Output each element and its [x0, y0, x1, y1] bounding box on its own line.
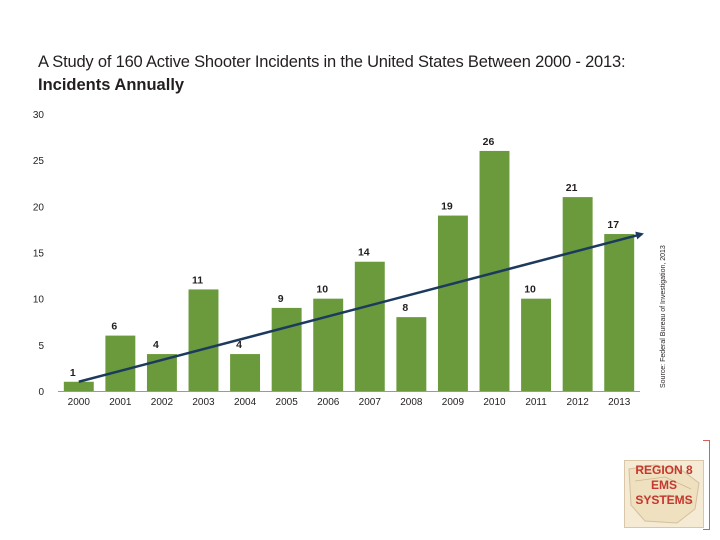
- data-label-2005: 9: [278, 293, 284, 305]
- bar-2001: [105, 335, 136, 391]
- y-tick-label: 20: [33, 202, 45, 213]
- logo-bracket: [703, 440, 710, 530]
- logo-line-2: EMS: [650, 478, 677, 492]
- data-label-2000: 1: [70, 367, 76, 379]
- trend-line: [78, 231, 644, 383]
- x-tick-label: 2002: [151, 397, 174, 408]
- x-tick-label: 2004: [234, 397, 257, 408]
- y-tick-label: 10: [33, 295, 45, 306]
- x-tick-label: 2012: [567, 397, 590, 408]
- chart-subtitle: Incidents Annually: [38, 76, 185, 94]
- data-label-2001: 6: [111, 321, 117, 333]
- chart-title: A Study of 160 Active Shooter Incidents …: [38, 53, 626, 71]
- x-tick-label: 2005: [276, 397, 299, 408]
- bar-2011: [521, 298, 552, 391]
- data-label-2008: 8: [402, 302, 408, 314]
- bar-2000: [63, 381, 94, 391]
- y-tick-label: 5: [38, 341, 44, 352]
- x-tick-label: 2013: [608, 397, 631, 408]
- y-tick-label: 15: [33, 249, 45, 260]
- trend-arrow: [78, 231, 644, 383]
- bar-2012: [562, 197, 593, 391]
- y-tick-label: 25: [33, 156, 45, 167]
- x-tick-label: 2008: [400, 397, 423, 408]
- x-tick-label: 2000: [68, 397, 91, 408]
- bar-2013: [604, 234, 635, 391]
- logo-line-1: REGION 8: [635, 463, 693, 477]
- data-label-2010: 26: [483, 136, 495, 148]
- data-label-2011: 10: [524, 284, 536, 296]
- logo-map-graphic: [628, 464, 700, 524]
- data-label-2009: 19: [441, 201, 453, 213]
- y-tick-label: 30: [33, 110, 45, 121]
- x-tick-label: 2001: [109, 397, 132, 408]
- data-label-2006: 10: [316, 284, 328, 296]
- x-axis: 2000 2001 2002 2003 2004 2005 2006 2007 2008 2009…: [58, 391, 640, 408]
- bar-2003: [188, 289, 219, 391]
- data-label-2004: 4: [236, 339, 242, 351]
- x-tick-label: 2011: [525, 397, 547, 408]
- x-tick-label: 2007: [359, 397, 382, 408]
- x-tick-label: 2010: [483, 397, 506, 408]
- x-tick-label: 2009: [442, 397, 465, 408]
- x-tick-label: 2003: [192, 397, 215, 408]
- bar-2005: [271, 307, 302, 391]
- bar-2004: [230, 354, 261, 391]
- bar-2007: [354, 261, 385, 391]
- bars: 1 6 4 11 4 9 10 14 8 19 26 10 21 17: [63, 136, 635, 391]
- data-label-2012: 21: [566, 182, 578, 194]
- bar-2008: [396, 317, 427, 391]
- x-tick-label: 2006: [317, 397, 340, 408]
- region-8-ems-logo: REGION 8 EMS SYSTEMS: [624, 460, 704, 528]
- source-note: Source: Federal Bureau of Investigation,…: [660, 245, 667, 388]
- data-label-2007: 14: [358, 247, 370, 259]
- logo-line-3: SYSTEMS: [635, 493, 693, 507]
- y-axis: 0 5 10 15 20 25 30: [33, 110, 45, 398]
- bar-2009: [437, 215, 468, 391]
- data-label-2003: 11: [192, 274, 203, 286]
- data-label-2002: 4: [153, 339, 159, 351]
- data-label-2013: 17: [607, 219, 619, 231]
- y-tick-label: 0: [38, 387, 44, 398]
